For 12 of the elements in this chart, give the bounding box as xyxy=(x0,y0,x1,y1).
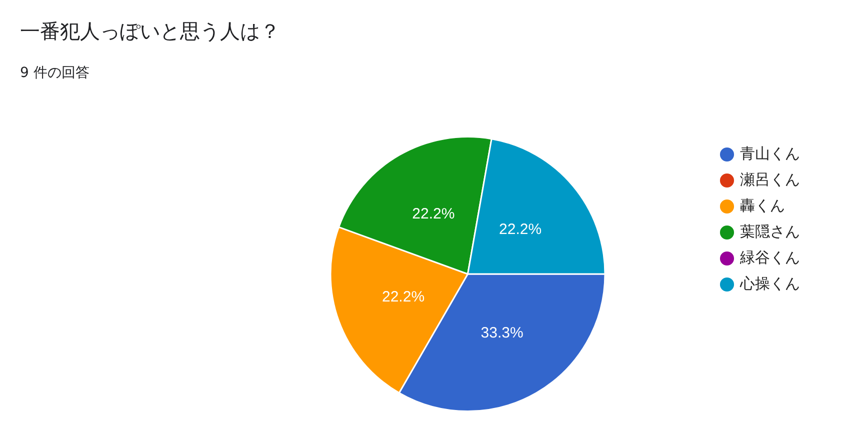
legend-label: 轟くん xyxy=(740,196,785,214)
legend-label: 葉隠さん xyxy=(740,222,800,240)
legend-label: 瀬呂くん xyxy=(740,170,800,188)
legend-label: 緑谷くん xyxy=(739,248,800,266)
text: 一番犯人っぽいと思う人は？ xyxy=(20,18,280,45)
legend-label: 青山くん xyxy=(740,144,800,162)
legend-label: 心操くん xyxy=(739,274,800,292)
data-label: 33.3% xyxy=(480,324,524,342)
text: 9 件の回答 xyxy=(20,64,90,82)
data-label: 22.2% xyxy=(412,206,455,223)
data-label: 22.2% xyxy=(499,221,542,238)
data-label: 22.2% xyxy=(382,288,425,306)
